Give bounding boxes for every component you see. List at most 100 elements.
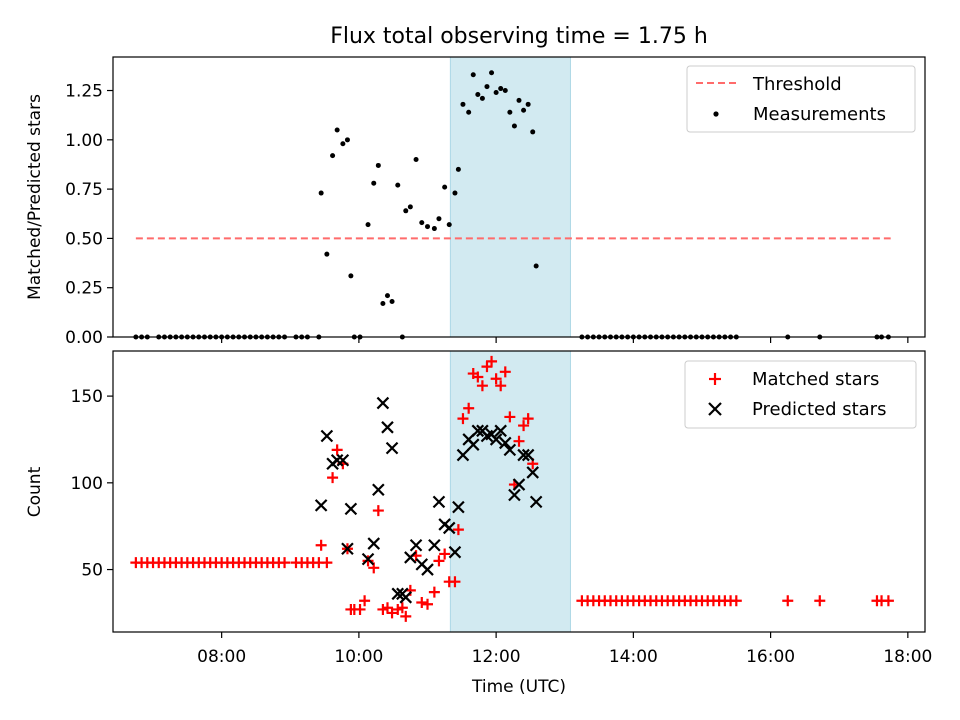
measurement-point (384, 293, 390, 299)
matched-point (400, 610, 412, 622)
matched-point (452, 524, 464, 536)
measurement-point (466, 109, 472, 115)
matched-point (499, 366, 511, 378)
matched-point (490, 373, 502, 385)
y-axis-label: Count (25, 466, 45, 517)
matched-point (327, 472, 339, 484)
predicted-point (314, 499, 328, 512)
y-tick-label: 150 (71, 387, 103, 407)
y-axis-label: Matched/Predicted stars (25, 94, 45, 300)
measurement-point (395, 182, 401, 188)
matched-point (362, 555, 374, 567)
measurement-point (330, 153, 336, 159)
predicted-point (442, 521, 456, 535)
legend-predicted-swatch (708, 402, 722, 416)
matched-point (504, 411, 516, 423)
predicted-point (521, 448, 535, 462)
predicted-point (529, 495, 543, 509)
measurement-point (484, 84, 490, 90)
predicted-point (489, 433, 503, 446)
matched-point (476, 380, 488, 392)
measurement-point (452, 190, 458, 196)
predicted-point (391, 587, 405, 601)
measurement-point (455, 166, 461, 172)
measurement-point (521, 107, 527, 113)
y-tick-label: 50 (81, 561, 103, 581)
predicted-point (466, 438, 480, 451)
plot-frame (112, 350, 926, 633)
x-ticks (221, 337, 909, 343)
predicted-point (385, 441, 399, 455)
legend-box (684, 360, 917, 429)
predicted-point (361, 552, 375, 566)
measurement-point (533, 263, 539, 269)
predicted-point (330, 454, 344, 467)
matched-point (428, 586, 440, 598)
predicted-point (428, 538, 441, 552)
predicted-point (498, 436, 512, 450)
predicted-point (503, 443, 517, 457)
predicted-point (341, 542, 354, 556)
matched-point (472, 371, 484, 383)
measurement-point (460, 101, 466, 107)
matched-point (315, 539, 327, 551)
x-tick-label: 10:00 (334, 647, 383, 667)
legend-matched-label: Matched stars (752, 369, 879, 390)
measurement-point (431, 226, 437, 232)
matched-point (321, 557, 333, 569)
measurement-point (525, 101, 531, 107)
measurement-point (375, 162, 381, 168)
predicted-point (404, 551, 417, 564)
y-tick-label: 0.00 (65, 328, 103, 348)
matched-point (449, 576, 461, 588)
measurement-point (498, 86, 504, 92)
matched-point (882, 595, 894, 607)
matched-point (331, 444, 343, 456)
matched-point (814, 595, 826, 607)
measurement-point (470, 72, 476, 78)
measurement-point (507, 109, 513, 115)
predicted-point (512, 478, 526, 491)
matched-point (522, 413, 534, 425)
predicted-point (372, 483, 385, 497)
measurement-point (380, 300, 386, 306)
matched-point (386, 607, 398, 619)
legend: Threshold Measurements (686, 65, 916, 133)
y-axis: 50 100 150 (71, 387, 113, 581)
x-tick-label: 16:00 (746, 647, 795, 667)
x-axis-label: Time (UTC) (471, 677, 566, 697)
measurement-point (479, 95, 485, 101)
predicted-point (376, 396, 390, 410)
measurement-point (324, 251, 330, 257)
predicted-point (381, 421, 394, 434)
matched-point (463, 402, 475, 414)
measurement-point (502, 88, 508, 94)
matched-point (457, 413, 469, 425)
y-tick-label: 1.00 (65, 131, 103, 151)
measurement-point (419, 220, 425, 226)
predicted-point (517, 448, 530, 462)
y-axis: 0.00 0.25 0.50 0.75 1.00 1.25 (65, 82, 113, 348)
measurement-point (318, 190, 324, 196)
legend: Matched stars Predicted stars (684, 360, 917, 429)
matched-point (486, 355, 498, 367)
matched-point (433, 555, 445, 567)
matched-point (730, 595, 742, 607)
predicted-point (409, 538, 423, 552)
legend-matched-swatch (709, 373, 721, 385)
measurement-point (442, 184, 448, 190)
y-tick-label: 0.25 (65, 279, 103, 299)
y-tick-label: 100 (71, 474, 103, 494)
x-tick-label: 08:00 (197, 647, 246, 667)
matched-point (279, 557, 291, 569)
measurement-point (475, 91, 481, 97)
measurement-point (436, 216, 442, 222)
measurement-point (340, 141, 346, 147)
legend-box (686, 65, 916, 133)
legend-measurements-label: Measurements (753, 104, 886, 125)
matched-point (396, 602, 408, 614)
measurement-point (530, 129, 536, 135)
measurement-point (334, 127, 340, 133)
